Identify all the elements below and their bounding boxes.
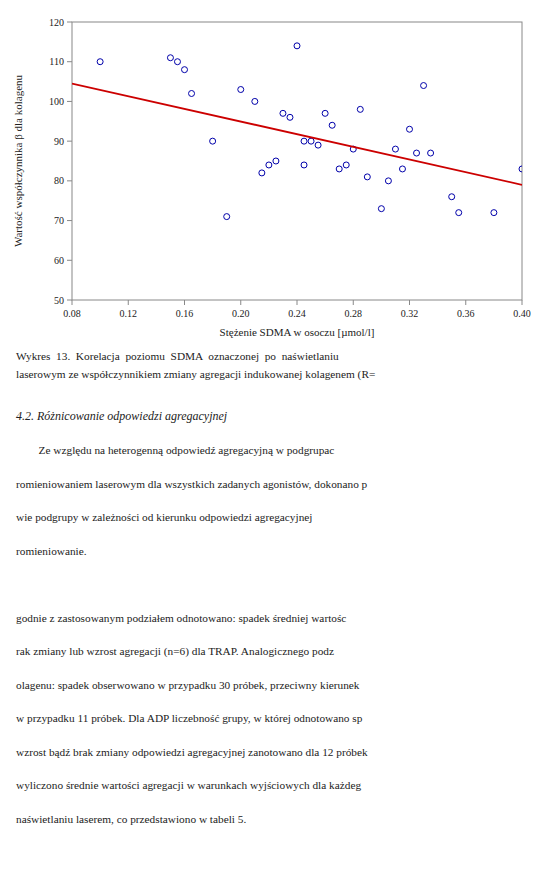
body-line: rak zmiany lub wzrost agregacji (n=6) dl… [16, 645, 334, 658]
scatter-point [97, 59, 103, 65]
plot-area [72, 43, 522, 220]
caption-line: Wykres 13. Korelacja poziomu SDMA oznacz… [16, 350, 339, 362]
body-line: olagenu: spadek obserwowano w przypadku … [16, 679, 360, 691]
x-tick [522, 300, 523, 305]
scatter-point [428, 150, 434, 156]
scatter-point [378, 206, 384, 212]
body-line: godnie z zastosowanym podziałem odnotowa… [16, 612, 346, 624]
x-axis-label: Stężenie SDMA w osoczu [µmol/l] [220, 326, 375, 338]
scatter-point [392, 146, 398, 152]
scatter-point [407, 126, 413, 132]
scatter-point [189, 90, 195, 96]
body-line: wzrost bądź brak zmiany odpowiedzi agreg… [16, 746, 368, 758]
scatter-point [322, 110, 328, 116]
scatter-point [273, 158, 279, 164]
body-line: w przypadku 11 próbek. Dla ADP liczebnoś… [16, 712, 363, 724]
scatter-point [280, 110, 286, 116]
y-tick-label: 110 [49, 56, 64, 67]
scatter-point [174, 59, 180, 65]
regression-line [72, 84, 522, 185]
x-tick [72, 300, 73, 305]
y-tick-label: 100 [49, 96, 64, 107]
scatter-point [519, 166, 522, 172]
x-tick [128, 300, 129, 305]
y-tick [67, 220, 72, 221]
scatter-point [301, 162, 307, 168]
x-tick [465, 300, 466, 305]
y-tick [67, 101, 72, 102]
plot-frame [72, 22, 522, 300]
x-tick-label: 0.08 [63, 308, 81, 319]
chart-page: 0.08 0.12 0.16 0.20 0.24 0.28 0.32 0.36 0.40 50 60… [0, 0, 540, 883]
scatter-point [315, 142, 321, 148]
y-tick-label: 70 [54, 215, 64, 226]
body-line: wyliczono średnie wartości agregacji w w… [16, 779, 361, 791]
x-tick-label: 0.24 [288, 308, 306, 319]
x-tick-label: 0.12 [120, 308, 138, 319]
axes: 0.08 0.12 0.16 0.20 0.24 0.28 0.32 0.36 0.40 50 60… [49, 17, 531, 320]
scatter-series [97, 43, 522, 220]
scatter-point [259, 170, 265, 176]
scatter-point [449, 194, 455, 200]
scatter-point [385, 178, 391, 184]
scatter-point [167, 55, 173, 61]
scatter-point [399, 166, 405, 172]
x-tick-label: 0.20 [232, 308, 250, 319]
y-tick-label: 60 [54, 255, 64, 266]
y-tick [67, 180, 72, 181]
x-tick [409, 300, 410, 305]
scatter-point [343, 162, 349, 168]
scatter-point [287, 114, 293, 120]
body-line: wie podgrupy w zależności od kierunku od… [16, 511, 312, 523]
scatter-point [266, 162, 272, 168]
x-tick-label: 0.36 [457, 308, 475, 319]
body-line: Ze względu na heterogenną odpowiedź agre… [16, 444, 334, 456]
scatter-point [491, 210, 497, 216]
x-tick-label: 0.40 [513, 308, 531, 319]
section-heading: 4.2. Różnicowanie odpowiedzi agregacyjne… [16, 409, 228, 423]
y-tick-label: 80 [54, 175, 64, 186]
scatter-point [329, 122, 335, 128]
caption-line: laserowym ze współczynnikiem zmiany agre… [16, 368, 375, 381]
scatter-point [224, 214, 230, 220]
y-tick [67, 141, 72, 142]
x-tick [353, 300, 354, 305]
scatter-point [210, 138, 216, 144]
y-tick-label: 120 [49, 17, 64, 28]
scatter-point [414, 150, 420, 156]
x-tick-label: 0.32 [401, 308, 419, 319]
x-tick-label: 0.28 [345, 308, 363, 319]
y-tick-label: 50 [54, 295, 64, 306]
scatter-point [364, 174, 370, 180]
scatter-point [336, 166, 342, 172]
scatter-point [421, 83, 427, 89]
scatter-point [308, 138, 314, 144]
scatter-point [252, 98, 258, 104]
body-line: romieniowaniem laserowym dla wszystkich … [16, 478, 368, 490]
x-tick [184, 300, 185, 305]
scatter-point [294, 43, 300, 49]
body-line: romieniowanie. [16, 545, 87, 557]
scatter-point [182, 67, 188, 73]
y-tick [67, 22, 72, 23]
scatter-point [238, 87, 244, 93]
x-tick [240, 300, 241, 305]
scatter-point [357, 106, 363, 112]
y-axis-label: Wartość współczynnika β dla kolagenu [12, 74, 24, 247]
scatter-point [456, 210, 462, 216]
y-tick [67, 61, 72, 62]
body-line: naświetlaniu laserem, co przedstawiono w… [16, 813, 246, 825]
y-tick [67, 260, 72, 261]
caption-and-body: Wykres 13. Korelacja poziomu SDMA oznacz… [16, 350, 375, 825]
scatter-point [301, 138, 307, 144]
y-tick-label: 90 [54, 136, 64, 147]
x-tick [297, 300, 298, 305]
x-tick-label: 0.16 [176, 308, 194, 319]
y-tick [67, 300, 72, 301]
